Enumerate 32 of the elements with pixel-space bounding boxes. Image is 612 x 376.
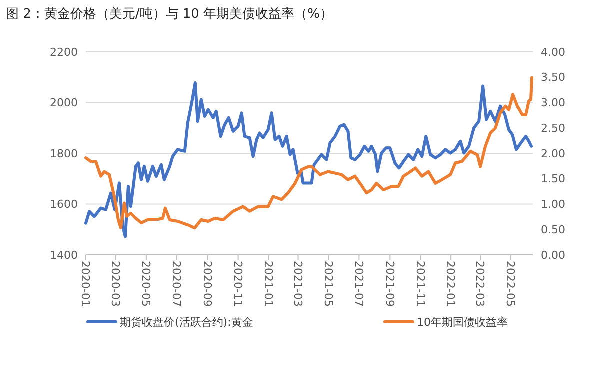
y2-tick-label: 3.00: [541, 96, 566, 110]
y2-tick-label: 1.00: [541, 198, 566, 212]
y-tick-label: 1800: [50, 147, 78, 160]
y2-tick-label: 2.00: [541, 147, 566, 160]
x-tick-label: 2021-05: [322, 261, 335, 307]
legend-label: 10年期国债收益率: [417, 316, 508, 329]
y-tick-label: 1400: [50, 248, 78, 262]
x-tick-label: 2021-11: [414, 261, 427, 307]
x-tick-label: 2020-07: [170, 261, 184, 307]
x-tick-label: 2021-01: [262, 261, 275, 307]
x-tick-label: 2021-09: [383, 261, 396, 307]
y-tick-label: 1600: [50, 198, 78, 212]
legend-label: 期货收盘价(活跃合约):黄金: [120, 316, 254, 329]
y2-tick-label: 0.50: [541, 223, 566, 236]
x-tick-label: 2020-01: [79, 261, 92, 307]
x-tick-label: 2020-09: [201, 261, 214, 307]
x-tick-label: 2022-01: [444, 261, 458, 307]
x-tick-label: 2021-03: [291, 261, 304, 307]
y2-tick-label: 1.50: [541, 172, 566, 186]
x-tick-label: 2022-03: [474, 261, 487, 307]
y2-tick-label: 3.50: [541, 71, 566, 84]
y2-tick-label: 0.00: [541, 248, 566, 262]
x-tick-label: 2020-03: [109, 261, 122, 307]
x-tick-label: 2020-05: [140, 261, 153, 307]
y-tick-label: 2200: [50, 46, 78, 59]
chart-title: 图 2：黄金价格（美元/吨）与 10 年期美债收益率（%）: [6, 6, 333, 22]
x-tick-label: 2020-11: [231, 261, 244, 307]
y2-tick-label: 2.50: [541, 122, 566, 135]
x-tick-label: 2021-07: [352, 261, 366, 307]
y-tick-label: 2000: [50, 96, 78, 110]
x-tick-label: 2022-05: [504, 261, 518, 307]
y2-tick-label: 4.00: [541, 46, 566, 59]
